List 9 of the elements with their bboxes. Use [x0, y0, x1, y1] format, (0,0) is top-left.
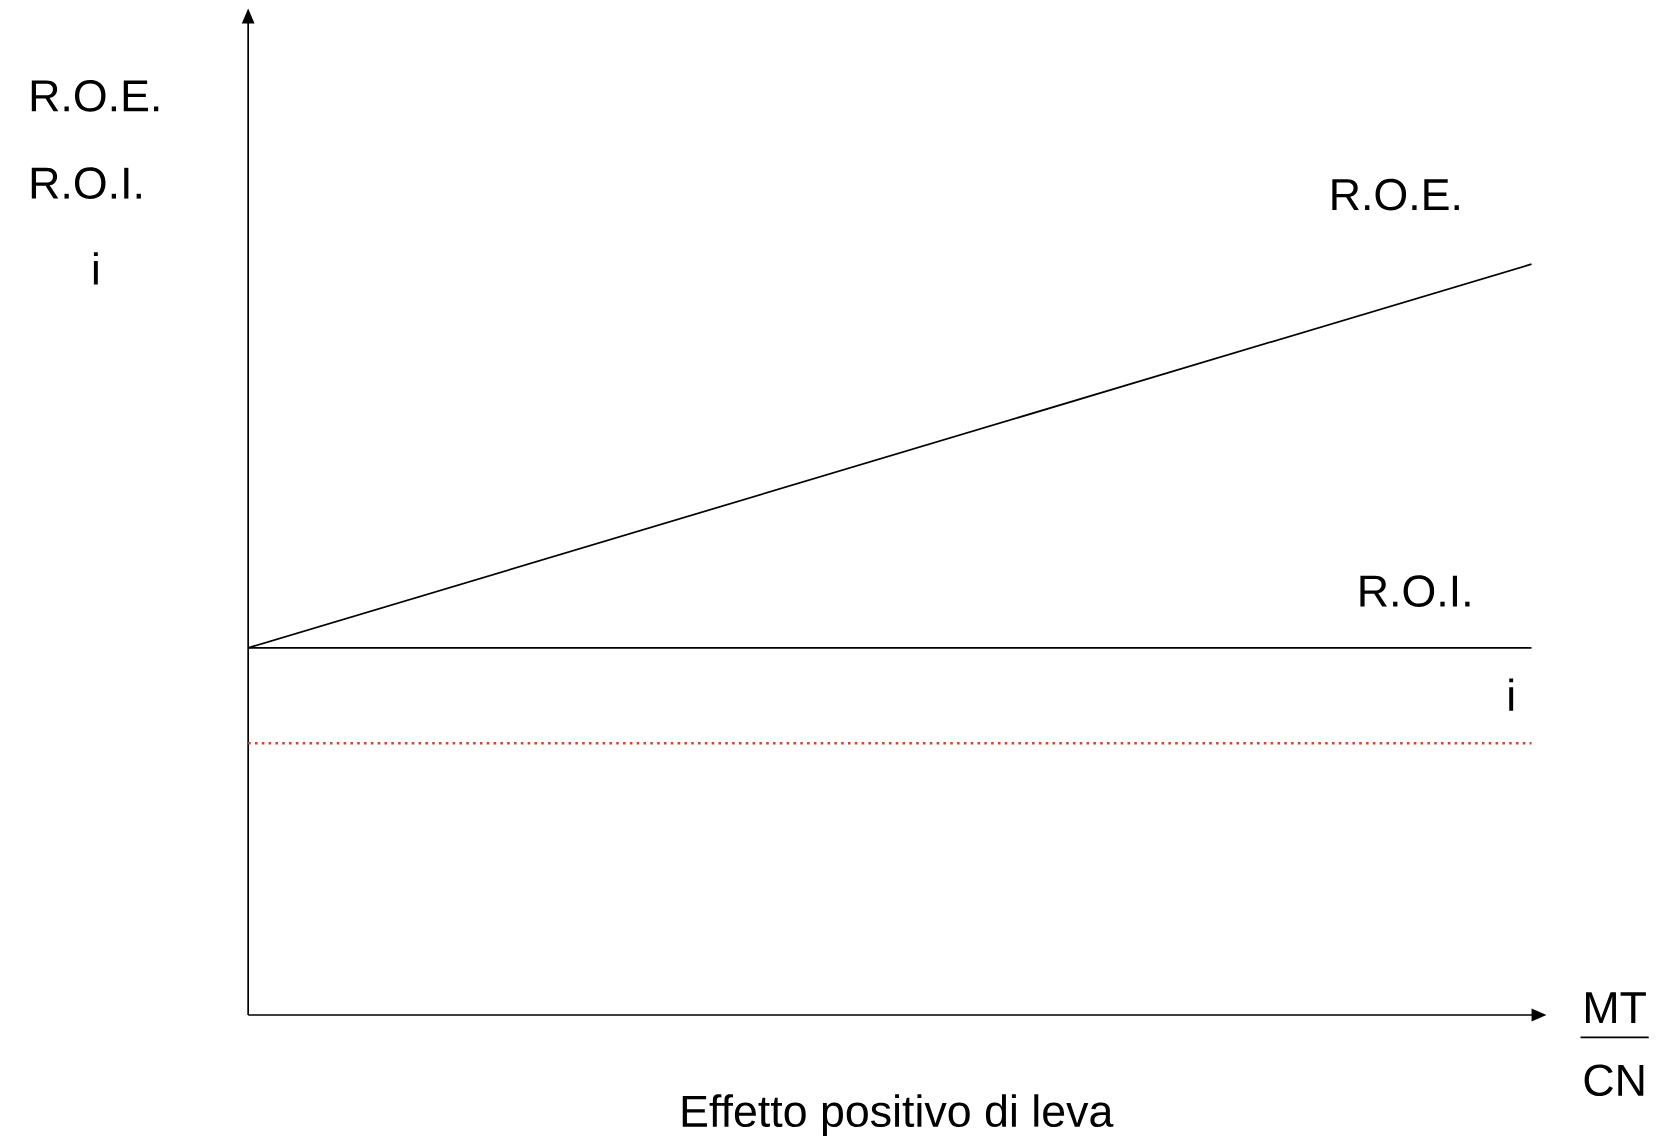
text: R.O.I. — [31, 167, 141, 199]
annotation: i — [93, 252, 98, 285]
text: CN — [1584, 1064, 1644, 1097]
text: R.O.E. — [31, 79, 159, 112]
x-axis-title: Effetto positivo di leva — [682, 1094, 1114, 1136]
series-label: R.O.E. — [1332, 178, 1459, 211]
series-label: R.O.I. — [1360, 575, 1470, 607]
annotation: MT — [1586, 992, 1646, 1024]
series-label: i — [1509, 678, 1514, 711]
